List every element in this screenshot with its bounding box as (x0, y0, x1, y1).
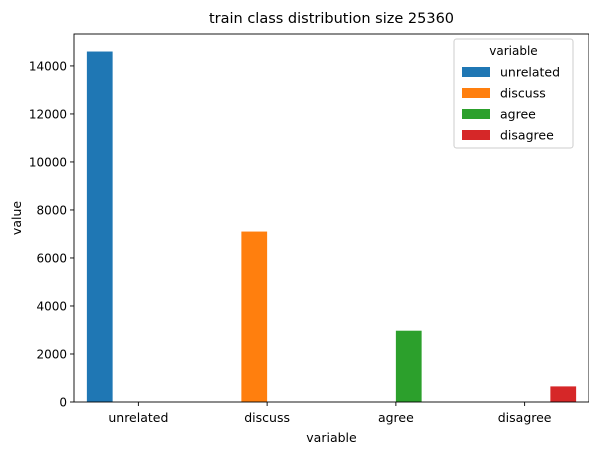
y-tick-label: 12000 (29, 107, 67, 121)
legend-label-discuss: discuss (500, 86, 546, 101)
y-axis-label: value (9, 201, 24, 235)
legend-swatch-unrelated (462, 67, 490, 77)
bar-discuss-discuss (241, 231, 268, 402)
legend: variable unrelated discuss agree disagree (453, 38, 574, 149)
chart-title: train class distribution size 25360 (209, 11, 454, 27)
x-axis-label: variable (306, 430, 357, 445)
legend-title: variable (489, 44, 537, 58)
bar-agree-agree (395, 330, 422, 402)
legend-swatch-disagree (462, 130, 490, 140)
y-tick-label: 8000 (36, 203, 67, 217)
legend-swatch-discuss (462, 88, 490, 98)
y-tick-label: 10000 (29, 155, 67, 169)
axes-frame (73, 33, 589, 403)
x-tick-label: agree (378, 410, 414, 425)
y-tick-label: 4000 (36, 299, 67, 313)
y-tick-label: 14000 (29, 59, 67, 73)
legend-swatch-agree (462, 109, 490, 119)
x-tick-label: unrelated (108, 410, 168, 425)
y-tick-label: 6000 (36, 251, 67, 265)
bar-unrelated-unrelated (86, 51, 113, 403)
x-tick-label: discuss (244, 410, 290, 425)
plot-area: 0 2000 4000 6000 8000 10000 12000 14000 unrelate… (29, 51, 577, 425)
y-tick-label: 0 (59, 396, 67, 410)
bar-disagree-disagree (550, 386, 577, 402)
legend-label-agree: agree (500, 107, 536, 122)
x-tick-label: disagree (498, 410, 552, 425)
y-tick-label: 2000 (36, 347, 67, 361)
legend-box (453, 38, 574, 149)
legend-label-disagree: disagree (500, 128, 554, 143)
legend-label-unrelated: unrelated (500, 65, 560, 80)
